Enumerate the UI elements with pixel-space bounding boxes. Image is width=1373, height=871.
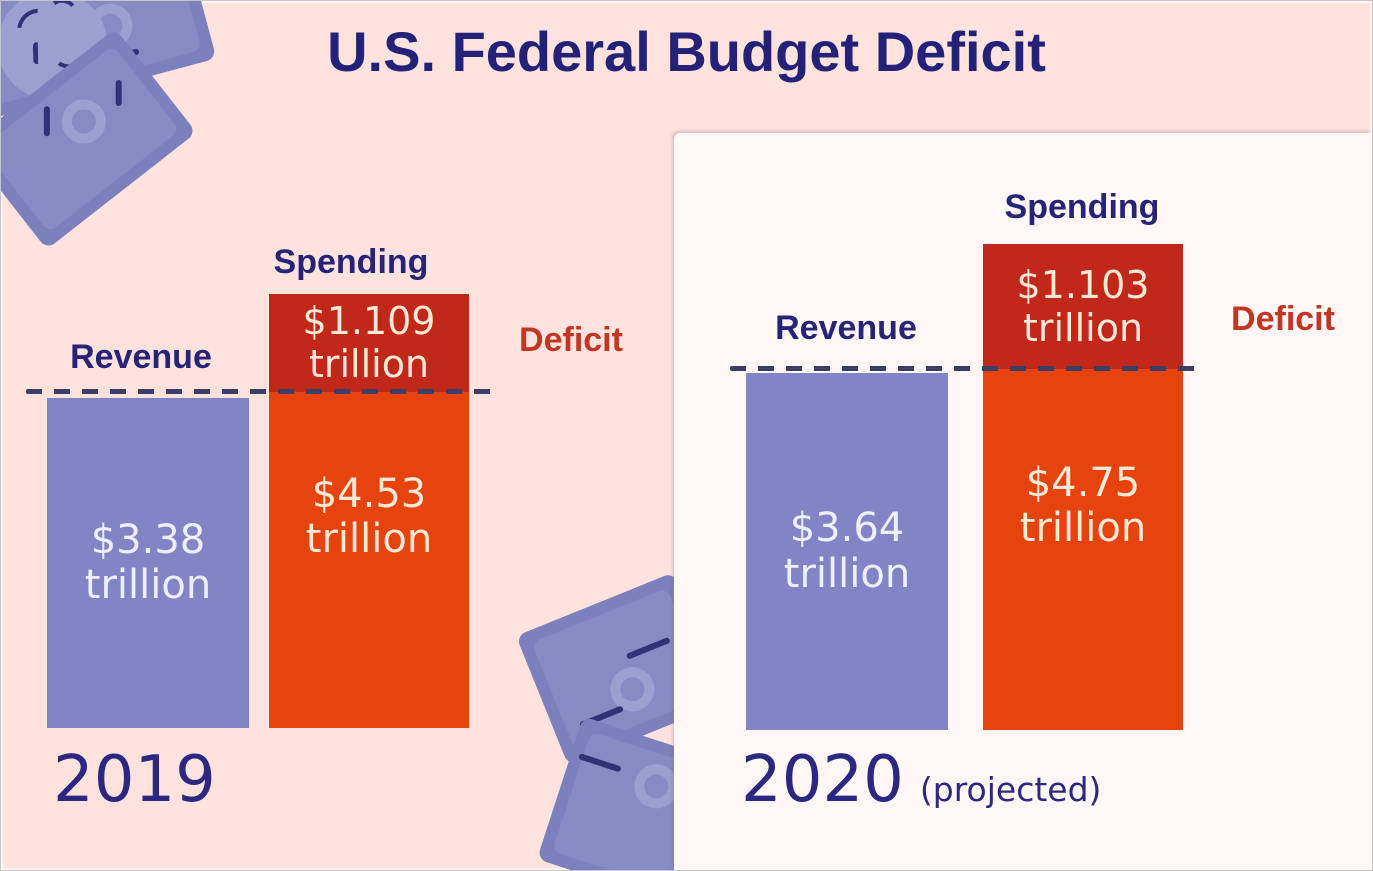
revenue-amount-2020: $3.64 trillion <box>783 505 911 597</box>
spending-amount-2019: $4.53 trillion <box>305 471 433 563</box>
year-label-2020: 2020 (projected) <box>741 743 1101 817</box>
amount-unit: trillion <box>1022 305 1144 350</box>
revenue-label-2019: Revenue <box>70 338 212 376</box>
amount-unit: trillion <box>1019 505 1147 552</box>
deficit-segment-2019: $1.109 trillion <box>269 294 469 392</box>
amount-value: $4.75 <box>1025 460 1141 506</box>
revenue-bar-2020: $3.64 trillion <box>746 373 948 730</box>
deficit-label-2020: Deficit <box>1231 300 1335 338</box>
year-value: 2020 <box>741 743 904 817</box>
spending-amount-2020: $4.75 trillion <box>1019 460 1147 552</box>
revenue-level-dashed-line-2020 <box>730 366 1202 371</box>
bill-detail-dash <box>43 106 50 137</box>
spending-bar-2019: $1.109 trillion $4.53 trillion <box>269 294 469 728</box>
deficit-segment-2020: $1.103 trillion <box>983 244 1183 369</box>
spending-label-2019: Spending <box>273 243 429 281</box>
year-note: (projected) <box>919 770 1102 809</box>
revenue-amount-2019: $3.38 trillion <box>84 516 212 608</box>
revenue-label-2020: Revenue <box>775 309 917 347</box>
spending-segment-2019: $4.53 trillion <box>269 392 469 728</box>
spending-label-2020: Spending <box>1004 188 1160 226</box>
year-value: 2019 <box>53 743 216 817</box>
amount-value: $1.103 <box>1016 262 1150 307</box>
spending-segment-2020: $4.75 trillion <box>983 369 1183 730</box>
page-title: U.S. Federal Budget Deficit <box>327 20 1046 83</box>
amount-unit: trillion <box>783 550 911 597</box>
deficit-amount-2020: $1.103 trillion <box>1016 262 1150 350</box>
amount-value: $3.64 <box>789 505 905 552</box>
amount-unit: trillion <box>305 516 433 563</box>
amount-value: $1.109 <box>302 299 436 344</box>
spending-bar-2020: $1.103 trillion $4.75 trillion <box>983 244 1183 730</box>
deficit-amount-2019: $1.109 trillion <box>303 300 436 386</box>
amount-unit: trillion <box>308 342 430 386</box>
amount-value: $3.38 <box>90 516 206 563</box>
revenue-bar-2019: $3.38 trillion <box>47 398 249 728</box>
amount-unit: trillion <box>84 562 212 608</box>
year-label-2019: 2019 <box>53 743 232 817</box>
deficit-label-2019: Deficit <box>519 321 623 359</box>
amount-value: $4.53 <box>311 471 427 517</box>
revenue-level-dashed-line-2019 <box>26 389 498 394</box>
